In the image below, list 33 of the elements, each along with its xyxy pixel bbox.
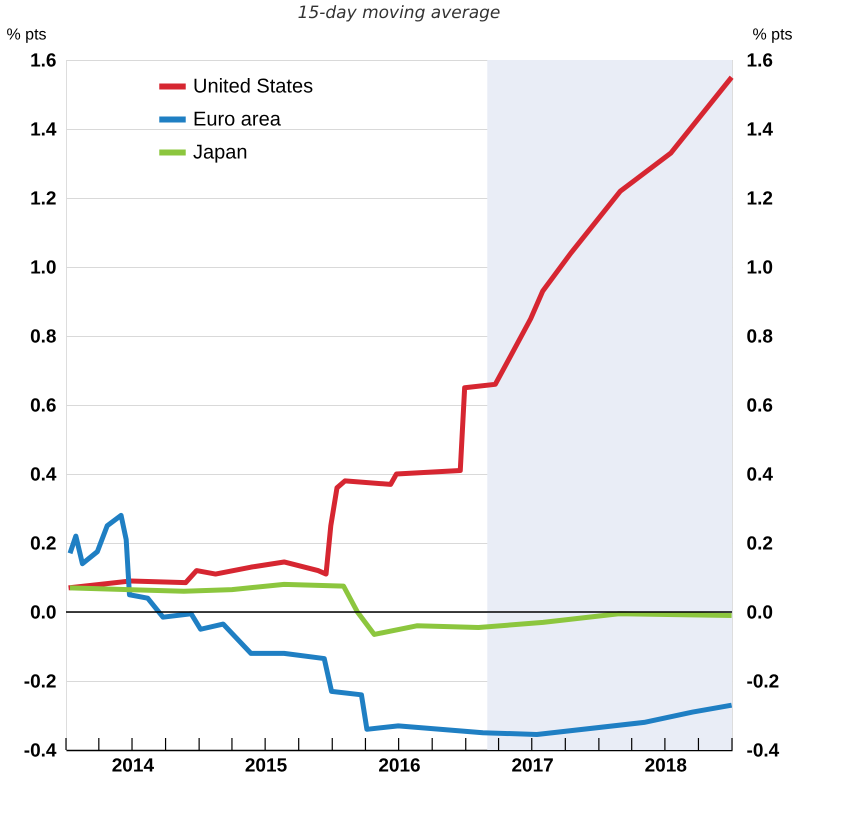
y-tick-label: 0.6 bbox=[30, 396, 56, 416]
y-tick-label: 1.4 bbox=[30, 120, 57, 140]
y2-tick-label: 0.8 bbox=[746, 326, 773, 348]
y2-tick-label: 1.2 bbox=[746, 188, 773, 210]
legend-label: Japan bbox=[193, 142, 248, 164]
y2-tick-label: 1.0 bbox=[746, 258, 773, 278]
y2-tick-label: 1.4 bbox=[746, 120, 774, 140]
y-tick-label: -0.2 bbox=[24, 672, 56, 692]
y2-tick-label: 0.2 bbox=[746, 534, 773, 554]
x-tick-label: 2014 bbox=[112, 756, 154, 776]
x-tick-label: 2015 bbox=[244, 756, 288, 776]
y2-tick-label: 0.6 bbox=[746, 396, 773, 416]
x-tick-label: 2017 bbox=[511, 756, 554, 776]
y-tick-label: 0.0 bbox=[30, 602, 56, 624]
legend-label: United States bbox=[193, 76, 314, 98]
y-tick-label: 0.4 bbox=[30, 464, 57, 486]
y2-tick-label: 1.6 bbox=[746, 50, 773, 72]
chart-subtitle: 15-day moving average bbox=[298, 3, 500, 23]
y2-axis-title: % pts bbox=[752, 26, 793, 44]
legend-label: Euro area bbox=[193, 108, 282, 130]
y2-tick-label: -0.4 bbox=[746, 740, 780, 762]
y-tick-label: 0.8 bbox=[30, 326, 56, 348]
x-tick-label: 2018 bbox=[644, 756, 687, 776]
y-tick-label: 1.6 bbox=[30, 50, 56, 72]
x-tick-label: 2016 bbox=[378, 756, 421, 776]
y-tick-label: 1.2 bbox=[30, 188, 56, 210]
y-tick-label: 0.2 bbox=[30, 534, 56, 554]
y2-tick-label: 0.0 bbox=[746, 602, 773, 624]
y-axis-title: % pts bbox=[6, 26, 47, 44]
y2-tick-label: 0.4 bbox=[746, 464, 774, 486]
y-tick-label: -0.4 bbox=[24, 740, 57, 762]
y-tick-label: 1.0 bbox=[30, 258, 56, 278]
y2-tick-label: -0.2 bbox=[746, 672, 780, 692]
